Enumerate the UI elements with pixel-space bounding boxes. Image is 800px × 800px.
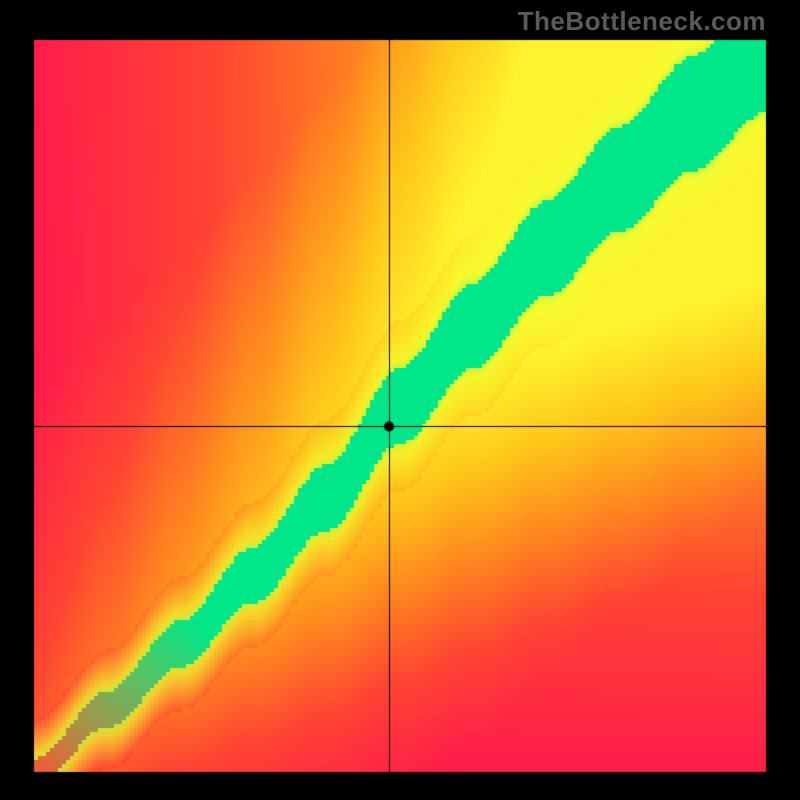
bottleneck-heatmap <box>0 0 800 800</box>
chart-frame: TheBottleneck.com <box>0 0 800 800</box>
watermark-text: TheBottleneck.com <box>518 6 766 37</box>
